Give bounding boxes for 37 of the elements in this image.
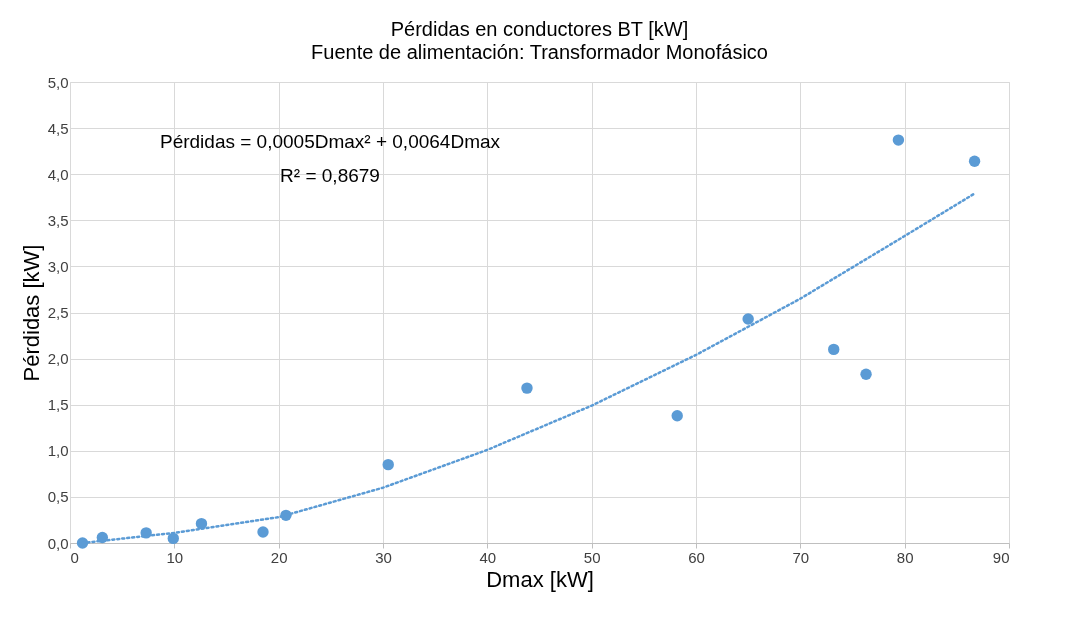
y-tick-label: 1,0: [47, 442, 69, 460]
y-tick-label: 2,5: [47, 304, 69, 321]
y-tick-label: 5,0: [47, 73, 69, 91]
y-axis-title: Pérdidas [kW]: [18, 244, 44, 382]
x-axis-title: Dmax [kW]: [486, 566, 594, 592]
point: [521, 382, 533, 394]
point: [382, 458, 394, 471]
x-tick-label: 30: [375, 548, 392, 566]
y-tick-label: 0,0: [47, 534, 69, 552]
point: [892, 134, 905, 146]
point: [742, 313, 754, 325]
point: [860, 368, 872, 380]
annotation: R² = 0,8679: [280, 165, 380, 186]
y-tick-label: 1,5: [47, 396, 69, 414]
annotation: Pérdidas = 0,0005Dmax² + 0,0064Dmax: [159, 131, 501, 152]
y-tick-label: 0,5: [47, 488, 69, 506]
y-tick-label: 2,0: [47, 350, 69, 368]
x-tick-label: 80: [896, 548, 914, 566]
chart-subtitle: Fuente de alimentación: Transformador Monofásico: [311, 41, 768, 63]
point: [828, 343, 840, 356]
x-tick-label: 40: [479, 548, 497, 566]
point: [671, 410, 683, 422]
x-tick-label: 70: [792, 548, 810, 566]
y-tick-label: 4,0: [47, 165, 69, 183]
point: [257, 526, 269, 538]
x-tick-label: 90: [992, 548, 1010, 566]
y-tick-label: 3,5: [47, 211, 69, 229]
x-tick-label: 60: [688, 548, 705, 566]
x-tick-label: 10: [166, 548, 184, 566]
point: [167, 532, 179, 545]
chart-title: Pérdidas en conductores BT [kW]: [390, 18, 689, 40]
x-tick-label: 0: [70, 548, 79, 566]
point: [968, 155, 981, 167]
x-tick-label: 50: [583, 548, 601, 566]
y-tick-label: 4,5: [47, 119, 69, 137]
x-tick-label: 20: [270, 548, 288, 566]
y-tick-label: 3,0: [47, 257, 69, 275]
